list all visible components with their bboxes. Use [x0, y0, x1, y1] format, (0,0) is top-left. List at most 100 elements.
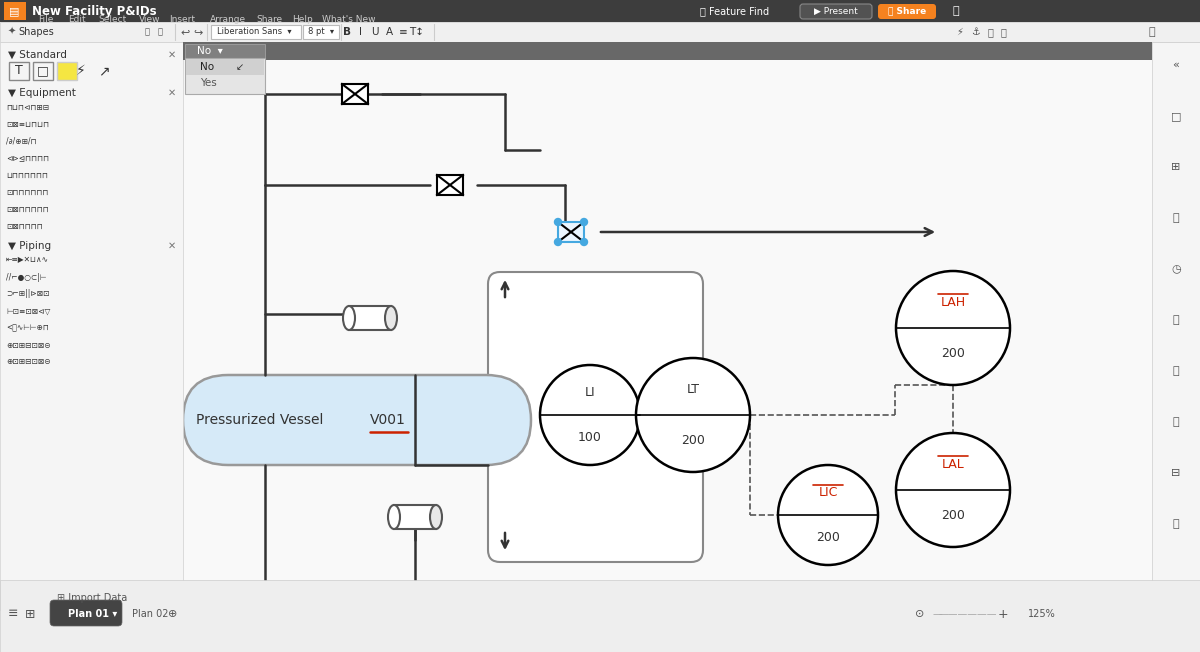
FancyBboxPatch shape	[488, 272, 703, 562]
Bar	[349, 306, 391, 330]
Text: ⊙: ⊙	[916, 609, 925, 619]
Text: —: —	[932, 609, 942, 619]
Bar	[0, 0, 1200, 22]
Bar	[185, 58, 265, 94]
Text: V001: V001	[370, 413, 406, 427]
Text: «: «	[1172, 60, 1180, 70]
Text: Help: Help	[292, 14, 313, 23]
Bar	[395, 506, 431, 528]
Text: 🖼: 🖼	[158, 27, 163, 37]
Ellipse shape	[343, 306, 355, 330]
Circle shape	[896, 433, 1010, 547]
Text: Pressurized Vessel: Pressurized Vessel	[196, 413, 328, 427]
Text: View: View	[139, 14, 161, 23]
Text: ⊢⊡≡⊡⊠⊲▽: ⊢⊡≡⊡⊠⊲▽	[6, 306, 50, 316]
Circle shape	[581, 239, 588, 246]
Text: Select: Select	[98, 14, 126, 23]
Text: ⊕⊡⊞⊟⊡⊠⊝: ⊕⊡⊞⊟⊡⊠⊝	[6, 357, 50, 366]
Text: ↙: ↙	[236, 62, 244, 72]
Text: 🔭 Feature Find: 🔭 Feature Find	[700, 6, 769, 16]
Text: /∂/⊕⊞/⊓: /∂/⊕⊞/⊓	[6, 136, 37, 145]
Text: No: No	[200, 62, 214, 72]
Bar	[10, 62, 29, 80]
FancyBboxPatch shape	[50, 600, 122, 626]
Text: 🔧: 🔧	[1000, 27, 1006, 37]
Text: ⤢: ⤢	[1148, 27, 1156, 37]
Text: ◷: ◷	[1171, 264, 1181, 274]
Text: T↕: T↕	[409, 27, 425, 37]
Ellipse shape	[430, 505, 442, 529]
Text: Insert: Insert	[169, 14, 194, 23]
Bar	[350, 307, 386, 329]
Text: ▤: ▤	[8, 6, 19, 16]
Bar	[437, 175, 463, 195]
Bar	[58, 62, 77, 80]
FancyBboxPatch shape	[800, 4, 872, 19]
Text: Shapes: Shapes	[18, 27, 54, 37]
Bar	[558, 222, 584, 242]
Text: T: T	[16, 65, 23, 78]
Circle shape	[896, 271, 1010, 385]
Text: What's New: What's New	[322, 14, 376, 23]
Bar	[182, 60, 1152, 610]
Bar	[182, 42, 1152, 60]
Text: ↪: ↪	[193, 27, 203, 37]
Text: ⊡⊓⊓⊓⊓⊓⊓: ⊡⊓⊓⊓⊓⊓⊓	[6, 188, 48, 196]
Bar	[34, 62, 53, 80]
Text: 8 pt  ▾: 8 pt ▾	[308, 27, 334, 37]
Text: □: □	[37, 65, 49, 78]
Text: ▼ Piping: ▼ Piping	[8, 241, 52, 251]
Circle shape	[581, 218, 588, 226]
Text: Share: Share	[257, 14, 283, 23]
Text: ⧉: ⧉	[1172, 315, 1180, 325]
Circle shape	[778, 465, 878, 565]
Text: ⇤≡▶✕⊔∧∿: ⇤≡▶✕⊔∧∿	[6, 256, 49, 265]
Text: <⌒∿⊢⊢⊕⊓: <⌒∿⊢⊢⊕⊓	[6, 323, 49, 333]
Text: ⊟: ⊟	[1171, 468, 1181, 478]
Text: I: I	[360, 27, 362, 37]
Text: ⊃⌐⊞||⊳⊠⊡: ⊃⌐⊞||⊳⊠⊡	[6, 289, 49, 299]
Bar	[185, 44, 265, 58]
Ellipse shape	[388, 505, 400, 529]
Text: 👥 Share: 👥 Share	[888, 7, 926, 16]
Text: 🔍: 🔍	[145, 27, 150, 37]
Text: ✕: ✕	[168, 241, 176, 251]
Text: ⊞ Import Data: ⊞ Import Data	[56, 593, 127, 603]
Text: ▼ Equipment: ▼ Equipment	[8, 88, 76, 98]
Text: ⊕: ⊕	[168, 609, 178, 619]
Bar	[1152, 42, 1200, 610]
Text: //⌐●○⊂|⊢: //⌐●○⊂|⊢	[6, 273, 47, 282]
Text: ⊡⊠≡⊔⊓⊔⊓: ⊡⊠≡⊔⊓⊔⊓	[6, 119, 49, 128]
Text: ✕: ✕	[168, 50, 176, 60]
Text: 200: 200	[816, 531, 840, 544]
Text: ✕: ✕	[168, 88, 176, 98]
Text: ⤢: ⤢	[953, 6, 959, 16]
Text: 📷: 📷	[1172, 213, 1180, 223]
Text: B: B	[343, 27, 352, 37]
Text: 200: 200	[941, 347, 965, 360]
Text: ⊔⊓⊓⊓⊓⊓⊓: ⊔⊓⊓⊓⊓⊓⊓	[6, 171, 48, 179]
Text: 125%: 125%	[1028, 609, 1056, 619]
Text: ⚡: ⚡	[76, 64, 86, 78]
Text: ↩: ↩	[180, 27, 190, 37]
Text: 200: 200	[682, 434, 704, 447]
Circle shape	[636, 358, 750, 472]
Text: 200: 200	[941, 509, 965, 522]
Text: ⊞: ⊞	[1171, 162, 1181, 172]
Text: LAL: LAL	[942, 458, 965, 471]
Text: LIC: LIC	[818, 486, 838, 499]
FancyBboxPatch shape	[182, 375, 530, 465]
Text: ⊞: ⊞	[25, 608, 36, 621]
Text: Liberation Sans  ▾: Liberation Sans ▾	[217, 27, 292, 37]
Text: U: U	[371, 27, 379, 37]
Bar	[186, 59, 264, 75]
Text: ⊓⊔⊓⊲⊓⊞⊟: ⊓⊔⊓⊲⊓⊞⊟	[6, 102, 49, 111]
Text: +: +	[997, 608, 1008, 621]
Text: ▼ Standard: ▼ Standard	[8, 50, 67, 60]
Text: ⚓: ⚓	[971, 27, 979, 37]
Text: No  ▾: No ▾	[197, 46, 223, 56]
Bar	[302, 25, 340, 39]
Text: A: A	[385, 27, 392, 37]
Text: ⊡⊠⊓⊓⊓⊓: ⊡⊠⊓⊓⊓⊓	[6, 222, 43, 231]
Text: LAH: LAH	[941, 296, 966, 309]
